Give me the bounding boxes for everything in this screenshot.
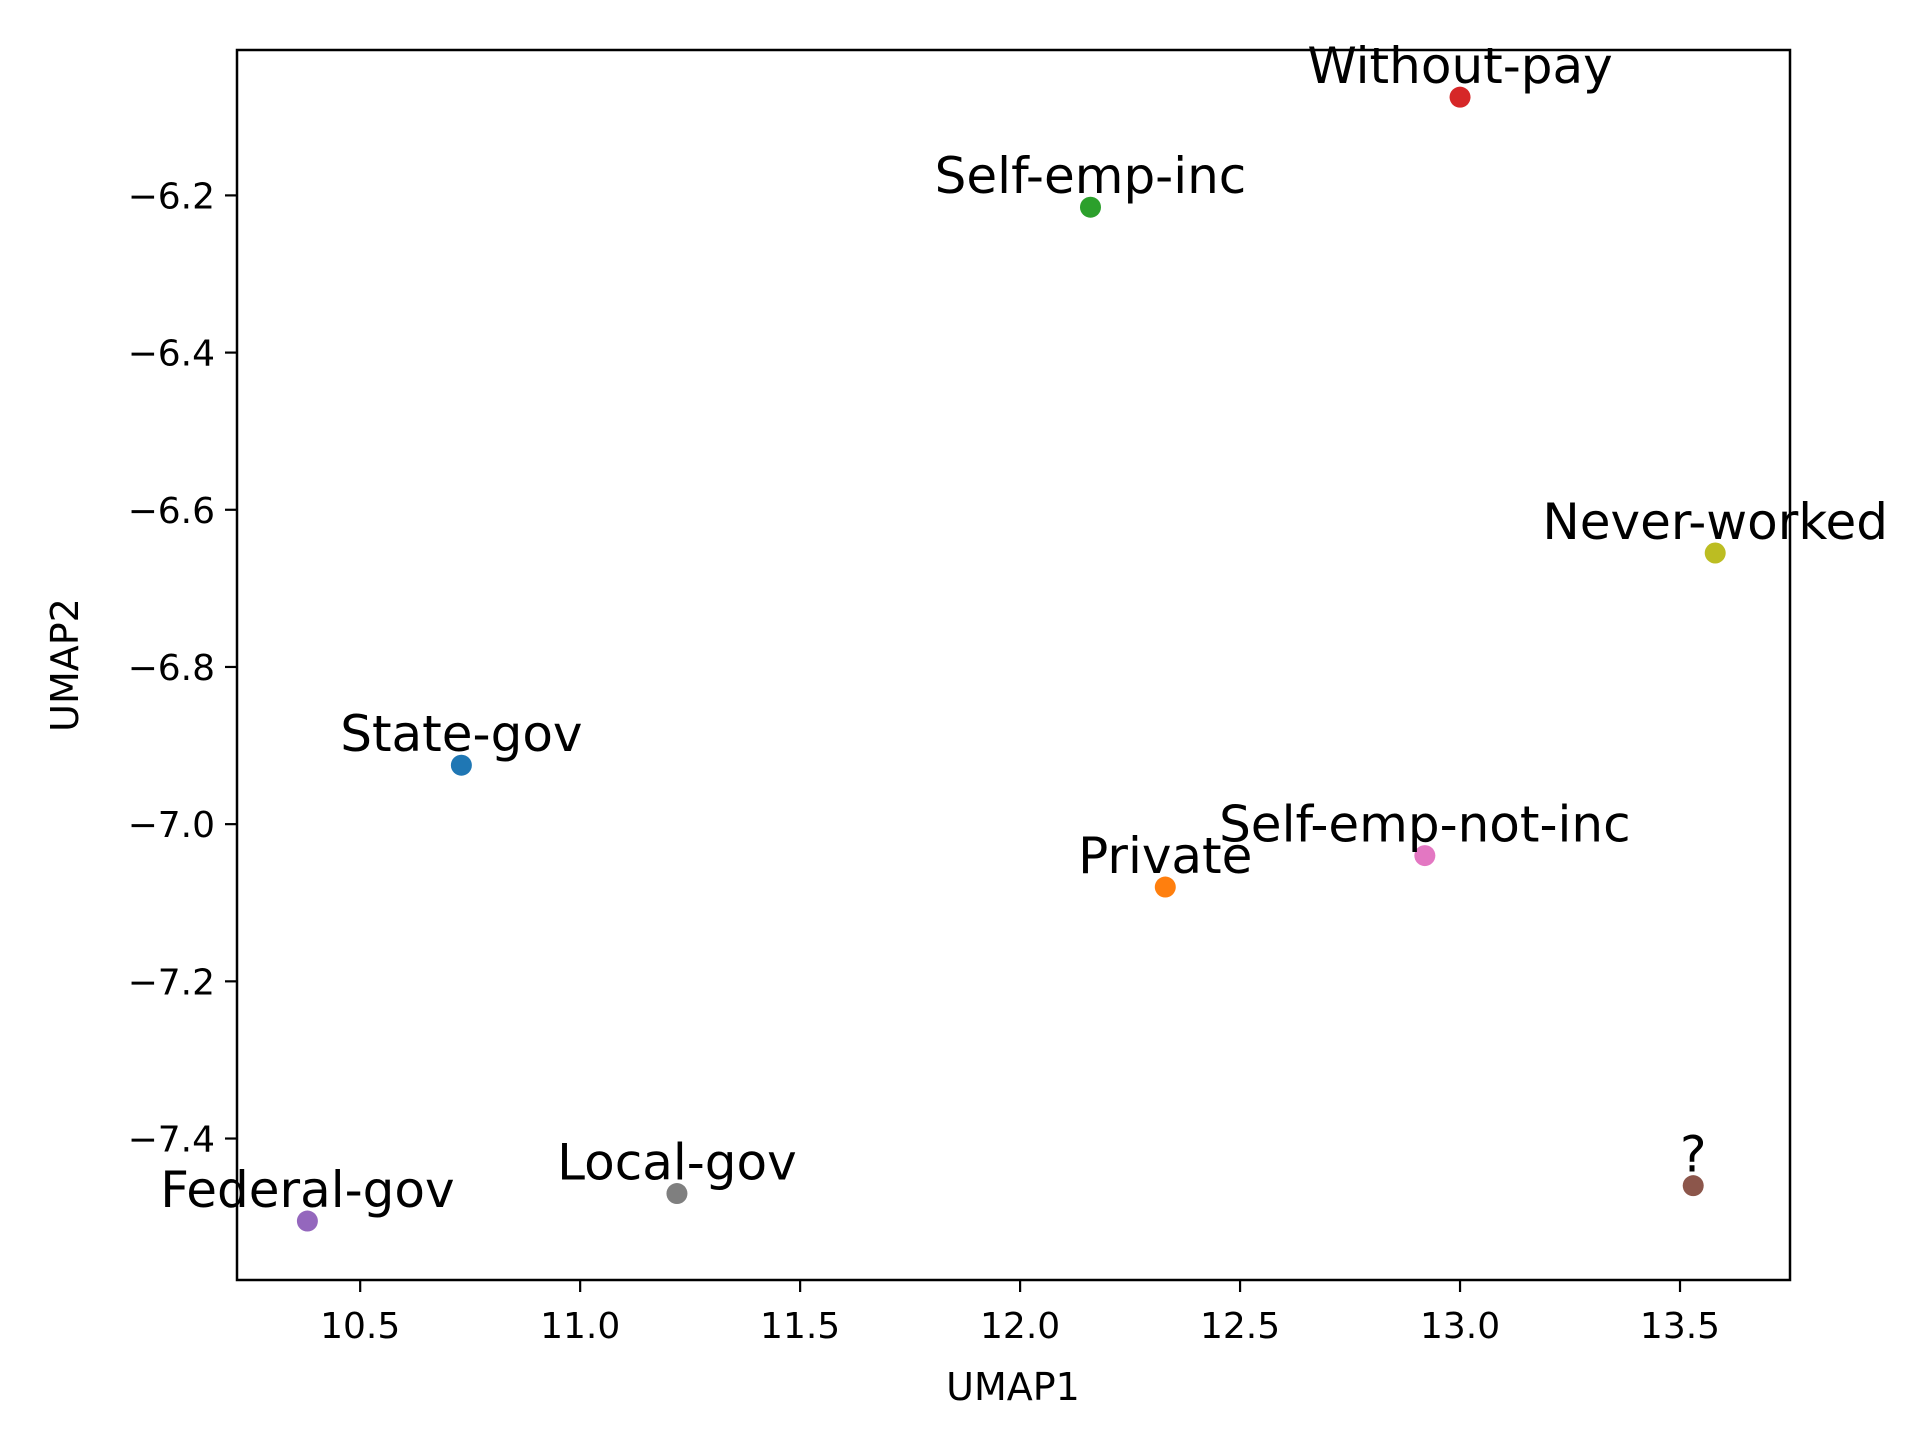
data-point-label: Without-pay <box>1307 37 1612 95</box>
data-point <box>666 1183 688 1205</box>
y-tick-label: −6.4 <box>128 334 215 375</box>
x-tick-label: 13.0 <box>1420 1306 1500 1347</box>
y-tick-label: −6.2 <box>128 176 215 217</box>
x-axis-ticks: 10.5 11.0 11.5 12.0 12.5 13.0 13.5 <box>320 1280 1720 1347</box>
data-point <box>450 754 472 776</box>
x-tick-label: 12.5 <box>1200 1306 1280 1347</box>
x-tick-label: 10.5 <box>320 1306 400 1347</box>
data-point-label: Private <box>1078 827 1252 885</box>
data-point <box>1154 876 1176 898</box>
x-axis-label: UMAP1 <box>946 1365 1080 1409</box>
data-point <box>296 1210 318 1232</box>
data-point <box>1079 196 1101 218</box>
data-point-label: Local-gov <box>557 1134 797 1192</box>
data-point <box>1682 1175 1704 1197</box>
y-tick-label: −6.8 <box>128 648 215 689</box>
data-point-label: ? <box>1680 1126 1707 1184</box>
data-point <box>1414 845 1436 867</box>
x-tick-label: 11.0 <box>540 1306 620 1347</box>
data-point-label: Federal-gov <box>160 1161 454 1219</box>
y-tick-label: −7.2 <box>128 962 215 1003</box>
data-point-label: Never-worked <box>1542 493 1888 551</box>
y-axis-ticks: −6.2 −6.4 −6.6 −6.8 −7.0 −7.2 −7.4 <box>128 176 237 1161</box>
x-tick-label: 13.5 <box>1640 1306 1720 1347</box>
data-point-label: Self-emp-not-inc <box>1219 796 1631 854</box>
x-tick-label: 12.0 <box>980 1306 1060 1347</box>
point-labels: State-gov Private Self-emp-inc Without-pay F… <box>160 37 1888 1219</box>
y-tick-label: −7.0 <box>128 805 215 846</box>
plot-area-frame <box>235 48 1792 1282</box>
y-tick-label: −7.4 <box>128 1120 215 1161</box>
x-tick-label: 11.5 <box>760 1306 840 1347</box>
y-axis-label: UMAP2 <box>43 598 87 732</box>
y-tick-label: −6.6 <box>128 491 215 532</box>
data-point <box>1449 86 1471 108</box>
data-point <box>1704 542 1726 564</box>
data-points <box>296 86 1726 1232</box>
data-point-label: State-gov <box>340 705 582 763</box>
data-point-label: Self-emp-inc <box>935 147 1247 205</box>
